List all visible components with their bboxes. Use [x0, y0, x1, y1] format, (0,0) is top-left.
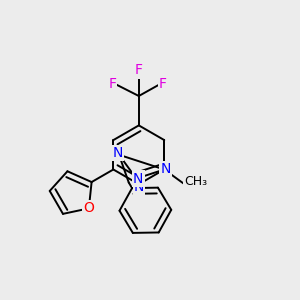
Text: N: N — [112, 146, 123, 160]
Text: N: N — [133, 172, 143, 186]
Text: F: F — [108, 77, 116, 91]
Text: N: N — [160, 162, 171, 176]
Text: O: O — [83, 201, 94, 215]
Text: F: F — [135, 63, 143, 77]
Text: N: N — [134, 180, 144, 194]
Text: CH₃: CH₃ — [184, 175, 207, 188]
Text: F: F — [159, 77, 167, 91]
